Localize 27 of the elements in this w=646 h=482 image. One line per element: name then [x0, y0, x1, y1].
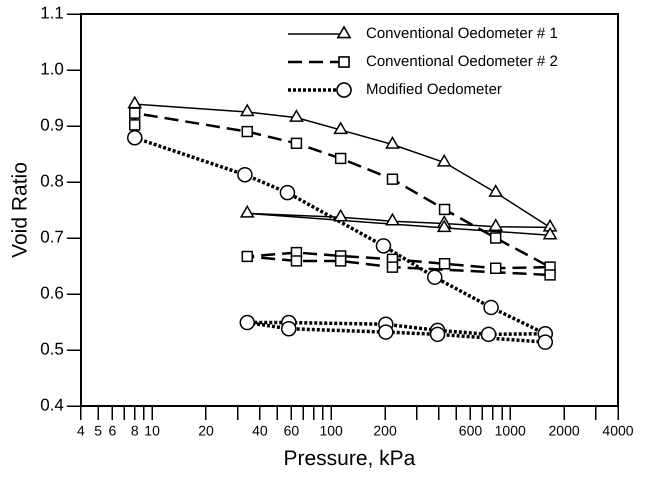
x-tick-label: 4000	[602, 422, 634, 438]
y-tick-label: 0.6	[40, 284, 64, 303]
x-tick-label: 8	[130, 422, 139, 438]
x-tick-label: 6	[108, 422, 116, 438]
x-tick-label: 5	[94, 422, 102, 438]
x-tick-label: 100	[319, 422, 344, 438]
x-tick-label: 4	[76, 422, 85, 438]
legend-label: Conventional Oedometer # 1	[366, 25, 558, 42]
x-tick-label: 200	[373, 422, 397, 438]
x-tick-label: 20	[198, 422, 214, 438]
y-tick-label: 1.0	[40, 60, 64, 79]
y-tick-label: 0.9	[40, 116, 64, 135]
y-tick-label: 0.8	[40, 172, 64, 191]
y-tick-label: 1.1	[40, 4, 64, 23]
y-tick-label: 0.5	[40, 340, 64, 359]
x-tick-label: 60	[284, 422, 300, 438]
x-tick-label: 1000	[494, 422, 526, 438]
y-tick-label: 0.7	[40, 228, 64, 247]
x-tick-label: 2000	[548, 422, 580, 438]
y-axis-title: Void Ratio	[8, 162, 32, 258]
y-tick-label: 0.4	[40, 396, 64, 415]
x-tick-label: 600	[458, 422, 482, 438]
x-axis-title: Pressure, kPa	[283, 447, 416, 470]
legend-label: Modified Oedometer	[366, 81, 502, 98]
x-tick-label: 10	[144, 422, 160, 438]
x-tick-label: 40	[252, 422, 268, 438]
legend-label: Conventional Oedometer # 2	[366, 53, 558, 70]
